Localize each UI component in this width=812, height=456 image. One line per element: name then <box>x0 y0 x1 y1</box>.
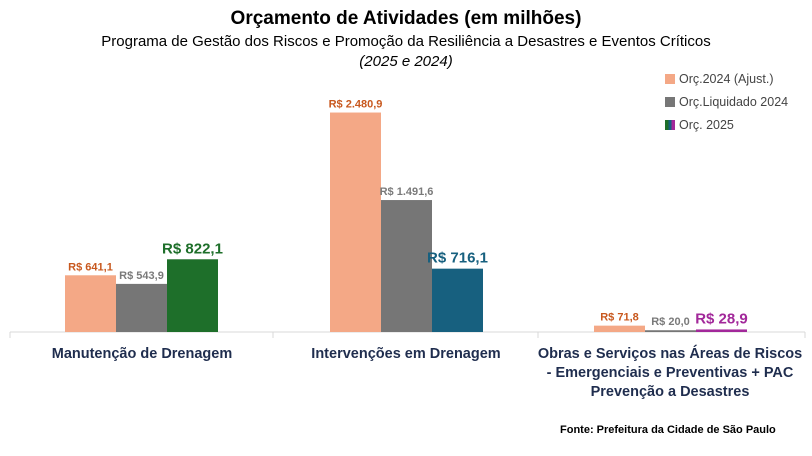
bar <box>594 325 645 332</box>
legend-swatch <box>665 74 675 84</box>
data-label: R$ 28,9 <box>695 310 748 327</box>
legend-label: Orç.2024 (Ajust.) <box>679 72 774 86</box>
data-label: R$ 71,8 <box>600 312 639 324</box>
bar <box>696 329 747 332</box>
bar <box>645 330 696 332</box>
data-label: R$ 822,1 <box>162 240 223 257</box>
legend-item-liquidado-2024: Orç.Liquidado 2024 <box>665 95 788 109</box>
bar <box>65 275 116 332</box>
legend-swatch <box>665 120 675 130</box>
bar <box>167 259 218 332</box>
bar <box>432 268 483 332</box>
data-label: R$ 716,1 <box>427 250 488 267</box>
chart-title: Orçamento de Atividades (em milhões) <box>230 8 582 29</box>
bar <box>330 112 381 332</box>
data-label: R$ 20,0 <box>651 316 690 328</box>
legend-label: Orç.Liquidado 2024 <box>679 95 789 109</box>
category-label: Obras e Serviços nas Áreas de Riscos - E… <box>537 346 803 400</box>
chart-period: (2025 e 2024) <box>359 53 453 70</box>
legend-swatch <box>665 97 675 107</box>
chart-subtitle: Programa de Gestão dos Riscos e Promoção… <box>101 33 711 50</box>
data-label: R$ 641,1 <box>68 261 113 273</box>
source-note: Fonte: Prefeitura da Cidade de São Paulo <box>560 424 776 436</box>
bar <box>116 283 167 332</box>
data-label: R$ 2.480,9 <box>329 99 383 111</box>
category-label: Manutenção de Drenagem <box>51 346 233 362</box>
data-label: R$ 1.491,6 <box>380 186 434 198</box>
legend-item-orc-2024: Orç.2024 (Ajust.) <box>665 72 773 86</box>
legend-label: Orç. 2025 <box>679 118 734 132</box>
legend-item-orc-2025: Orç. 2025 <box>665 118 734 132</box>
data-label: R$ 543,9 <box>119 270 164 282</box>
category-label: Intervenções em Drenagem <box>311 346 501 362</box>
bar <box>381 200 432 332</box>
